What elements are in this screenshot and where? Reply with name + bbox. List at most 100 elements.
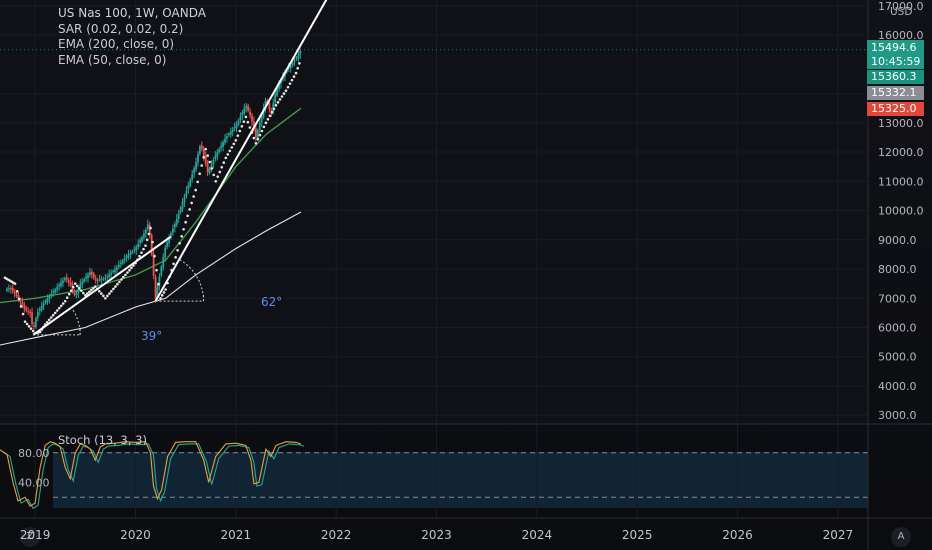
sar-dot — [67, 292, 71, 296]
sar-dot — [142, 247, 145, 251]
price-tick-label: 8000.0 — [878, 263, 917, 276]
sar-dot — [190, 201, 193, 205]
bar-countdown: 10:45:59 — [871, 54, 921, 68]
sar-dot — [61, 302, 65, 305]
price-tick-label: 5000.0 — [878, 351, 917, 364]
price-tick-label: 4000.0 — [878, 380, 917, 393]
time-tick-label: 2025 — [621, 528, 653, 542]
sar-dot — [15, 289, 19, 293]
sar-dot — [51, 313, 55, 317]
sar-dot — [262, 125, 266, 129]
candle-body — [129, 252, 132, 255]
sar-dot — [172, 262, 175, 266]
sar-dot — [256, 137, 260, 141]
sar-dot — [29, 327, 33, 330]
candle-body — [247, 105, 250, 111]
candle-body — [92, 273, 95, 279]
candle-body — [33, 325, 35, 327]
candle-body — [69, 281, 72, 285]
sar-dot — [296, 66, 299, 70]
time-tick-label: 2020 — [120, 528, 151, 542]
candle-body — [199, 146, 201, 154]
candle-body — [193, 168, 196, 174]
sar-dot — [71, 285, 75, 289]
price-tick-label: 16000.0 — [878, 29, 924, 42]
candle-body — [29, 311, 32, 313]
sar-dot — [114, 285, 117, 288]
sar-dot — [192, 195, 195, 198]
candle-body — [202, 148, 205, 157]
sar-dot — [145, 238, 149, 242]
sar-dot — [228, 149, 232, 153]
sar-dot — [57, 306, 61, 310]
candle-body — [293, 60, 296, 63]
candle-body — [173, 224, 176, 228]
legend-ema200[interactable]: EMA (200, close, 0) — [58, 37, 175, 51]
sar-dot — [124, 273, 127, 277]
sar-dot — [102, 294, 105, 298]
candle-body — [42, 303, 45, 307]
candle-body — [231, 129, 234, 132]
candle-body — [237, 120, 240, 125]
candle-body — [62, 280, 64, 284]
sar-dot — [149, 226, 152, 230]
sar-price-tag: 15325.0 — [867, 102, 924, 116]
time-tick-label: 2021 — [220, 528, 252, 542]
candle-body — [44, 300, 47, 303]
candle-body — [125, 256, 128, 258]
sar-dot — [274, 103, 278, 107]
candle-body — [289, 64, 292, 69]
candle-body — [222, 142, 224, 147]
candle-body — [108, 274, 111, 277]
sar-dot — [86, 292, 89, 295]
legend-ema50[interactable]: EMA (50, close, 0) — [58, 52, 167, 67]
candle-body — [144, 229, 147, 234]
sar-dot — [264, 121, 268, 125]
sar-dot — [282, 92, 286, 95]
sar-dot — [202, 156, 206, 159]
sar-dot — [224, 156, 228, 160]
candle-body — [162, 257, 165, 268]
candle-body — [260, 115, 263, 123]
sar-dot — [292, 75, 296, 78]
sar-dot — [270, 110, 274, 114]
stoch-k-line — [0, 441, 302, 507]
candle-body — [227, 133, 230, 136]
sar-dot — [90, 288, 93, 292]
candle-body — [63, 278, 66, 281]
sar-dot — [188, 208, 191, 211]
sar-dot — [216, 175, 220, 178]
auto-scale-badge[interactable]: A — [891, 527, 911, 547]
candle-body — [65, 277, 68, 280]
timezone-badge[interactable]: Z — [20, 527, 40, 547]
sar-dot — [110, 289, 113, 293]
candle-body — [56, 287, 59, 290]
price-tick-label: 3000.0 — [878, 409, 917, 422]
candle-body — [278, 84, 280, 89]
sar-dot — [31, 329, 35, 333]
candle-body — [251, 115, 253, 122]
candle-body — [185, 190, 188, 197]
candle-body — [204, 156, 207, 165]
sar-dot — [138, 254, 141, 258]
symbol-title[interactable]: US Nas 100, 1W, OANDA — [58, 6, 206, 20]
candle-body — [15, 293, 18, 297]
sar-dot — [104, 296, 107, 300]
candle-body — [60, 282, 62, 287]
candle-body — [100, 278, 103, 281]
candle-body — [54, 289, 57, 293]
price-tick-label: 17000.0 — [878, 0, 924, 13]
legend-sar[interactable]: SAR (0.02, 0.02, 0.2) — [58, 21, 184, 36]
candle-body — [276, 88, 279, 96]
sar-dot — [186, 214, 189, 218]
sar-dot — [126, 271, 129, 274]
sar-dot — [254, 141, 258, 145]
sar-dot — [23, 320, 27, 323]
sar-dot — [122, 275, 125, 279]
sar-dot — [98, 289, 101, 293]
candle-body — [210, 164, 213, 169]
sar-dot — [144, 244, 147, 247]
legend-stoch[interactable]: Stoch (13, 3, 3) — [58, 433, 147, 447]
candle-body — [299, 51, 302, 55]
